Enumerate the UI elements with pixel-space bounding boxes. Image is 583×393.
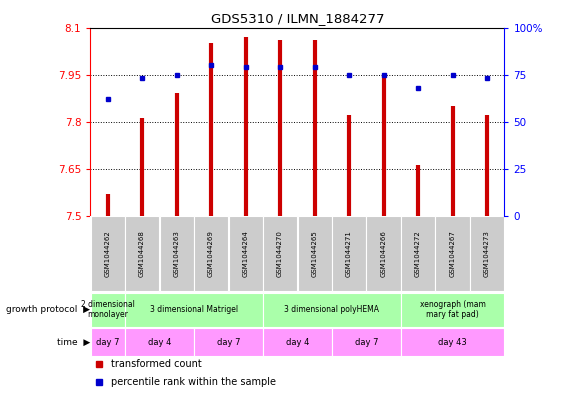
Text: 3 dimensional Matrigel: 3 dimensional Matrigel xyxy=(150,305,238,314)
Text: GSM1044271: GSM1044271 xyxy=(346,230,352,277)
Text: GSM1044265: GSM1044265 xyxy=(311,230,318,277)
Bar xyxy=(367,217,401,291)
Text: GSM1044263: GSM1044263 xyxy=(174,230,180,277)
Bar xyxy=(332,217,366,291)
Text: GSM1044270: GSM1044270 xyxy=(277,230,283,277)
Text: 2 dimensional
monolayer: 2 dimensional monolayer xyxy=(80,300,135,320)
Text: GSM1044266: GSM1044266 xyxy=(381,230,387,277)
Bar xyxy=(125,328,194,356)
Bar xyxy=(332,328,401,356)
Bar xyxy=(263,293,401,327)
Text: transformed count: transformed count xyxy=(111,359,202,369)
Text: percentile rank within the sample: percentile rank within the sample xyxy=(111,377,276,387)
Text: day 7: day 7 xyxy=(354,338,378,347)
Bar xyxy=(125,217,159,291)
Text: day 4: day 4 xyxy=(286,338,309,347)
Bar xyxy=(263,328,332,356)
Bar xyxy=(90,293,125,327)
Text: GSM1044267: GSM1044267 xyxy=(449,230,455,277)
Bar xyxy=(125,293,263,327)
Bar xyxy=(401,217,435,291)
Text: 3 dimensional polyHEMA: 3 dimensional polyHEMA xyxy=(285,305,380,314)
Bar xyxy=(229,217,263,291)
Text: GSM1044273: GSM1044273 xyxy=(484,230,490,277)
Text: day 7: day 7 xyxy=(217,338,240,347)
Bar xyxy=(297,217,332,291)
Text: time  ▶: time ▶ xyxy=(57,338,90,347)
Bar xyxy=(436,217,470,291)
Text: GSM1044272: GSM1044272 xyxy=(415,230,421,277)
Text: xenograph (mam
mary fat pad): xenograph (mam mary fat pad) xyxy=(420,300,486,320)
Bar xyxy=(194,328,263,356)
Bar xyxy=(263,217,297,291)
Text: GSM1044262: GSM1044262 xyxy=(104,230,111,277)
Bar xyxy=(160,217,194,291)
Text: growth protocol  ▶: growth protocol ▶ xyxy=(6,305,90,314)
Bar xyxy=(401,328,504,356)
Text: GSM1044264: GSM1044264 xyxy=(243,230,248,277)
Bar xyxy=(90,217,125,291)
Title: GDS5310 / ILMN_1884277: GDS5310 / ILMN_1884277 xyxy=(210,12,384,25)
Text: day 4: day 4 xyxy=(147,338,171,347)
Bar xyxy=(194,217,228,291)
Bar xyxy=(401,293,504,327)
Text: day 43: day 43 xyxy=(438,338,467,347)
Bar xyxy=(90,328,125,356)
Text: day 7: day 7 xyxy=(96,338,120,347)
Bar xyxy=(470,217,504,291)
Text: GSM1044269: GSM1044269 xyxy=(208,230,214,277)
Text: GSM1044268: GSM1044268 xyxy=(139,230,145,277)
